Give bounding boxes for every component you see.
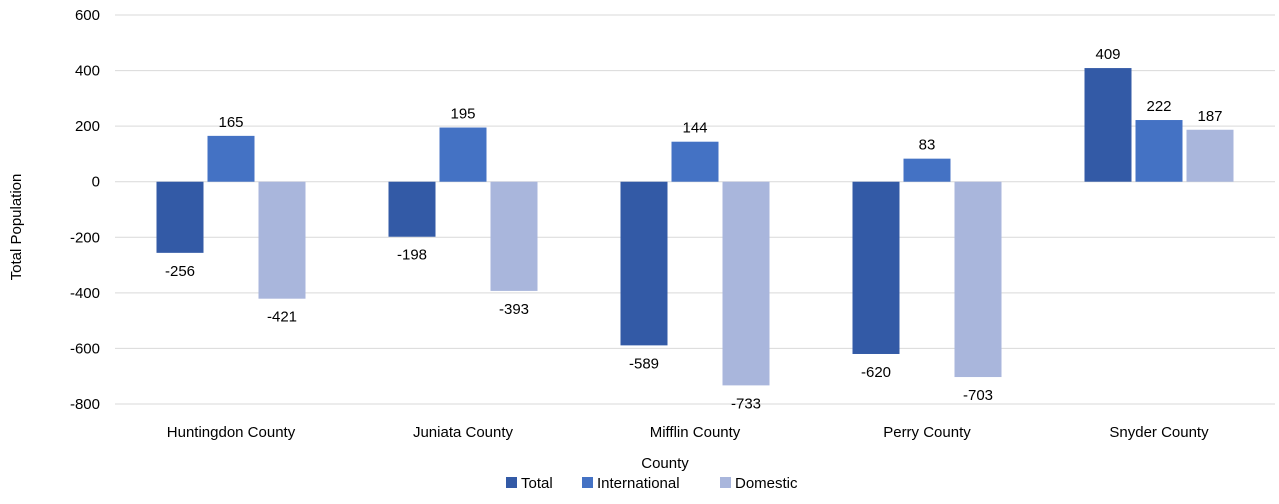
legend-label: International [597, 475, 680, 492]
x-category-label: Perry County [883, 424, 971, 441]
y-tick-label: -200 [70, 229, 100, 246]
x-category-label: Juniata County [413, 424, 514, 441]
bar-domestic [490, 181, 538, 291]
x-category-label: Snyder County [1109, 424, 1209, 441]
y-tick-label: 200 [75, 118, 100, 135]
data-label: -256 [165, 263, 195, 280]
data-label: 409 [1095, 46, 1120, 63]
x-category-label: Mifflin County [650, 424, 741, 441]
data-label: -393 [499, 301, 529, 318]
data-label: 165 [218, 114, 243, 131]
y-tick-label: -800 [70, 396, 100, 413]
data-label: -733 [731, 395, 761, 412]
data-label: 195 [450, 106, 475, 123]
bar-total [156, 181, 204, 253]
data-label: -198 [397, 247, 427, 264]
y-axis-ticks: 600 400 200 0 -200 -400 -600 -800 [70, 7, 100, 413]
y-tick-label: 0 [92, 174, 100, 191]
x-axis-categories: Huntingdon County Juniata County Mifflin C… [167, 424, 1209, 441]
data-labels: -256 165 -421 -198 195 -393 -589 144 -733 -620 83 -… [165, 46, 1223, 412]
x-category-label: Huntingdon County [167, 424, 296, 441]
legend-swatch-domestic [720, 477, 731, 488]
legend-label: Total [521, 475, 553, 492]
bar-international [1135, 120, 1183, 182]
bar-total [852, 181, 900, 354]
y-axis-title: Total Population [8, 174, 25, 281]
bar-total [388, 181, 436, 237]
data-label: -620 [861, 364, 891, 381]
bar-domestic [954, 181, 1002, 378]
data-label: 144 [682, 120, 707, 137]
bar-domestic [258, 181, 306, 299]
data-label: -703 [963, 387, 993, 404]
data-label: -421 [267, 309, 297, 326]
legend-swatch-total [506, 477, 517, 488]
gridlines [115, 14, 1275, 405]
y-tick-label: 400 [75, 63, 100, 80]
bar-domestic [722, 181, 770, 386]
bar-domestic [1186, 129, 1234, 182]
data-label: 83 [919, 137, 936, 154]
bar-international [207, 135, 255, 182]
legend-label: Domestic [735, 475, 798, 492]
legend-swatch-international [582, 477, 593, 488]
bar-international [671, 141, 719, 182]
bar-total [620, 181, 668, 346]
data-label: -589 [629, 355, 659, 372]
y-tick-label: -400 [70, 285, 100, 302]
bar-international [903, 158, 951, 182]
y-tick-label: -600 [70, 340, 100, 357]
bar-international [439, 127, 487, 182]
legend: Total International Domestic [506, 475, 798, 492]
data-label: 222 [1146, 98, 1171, 115]
y-tick-label: 600 [75, 7, 100, 24]
bars [156, 68, 1234, 386]
bar-total [1084, 68, 1132, 182]
data-label: 187 [1197, 108, 1222, 125]
x-axis-title: County [641, 455, 689, 472]
